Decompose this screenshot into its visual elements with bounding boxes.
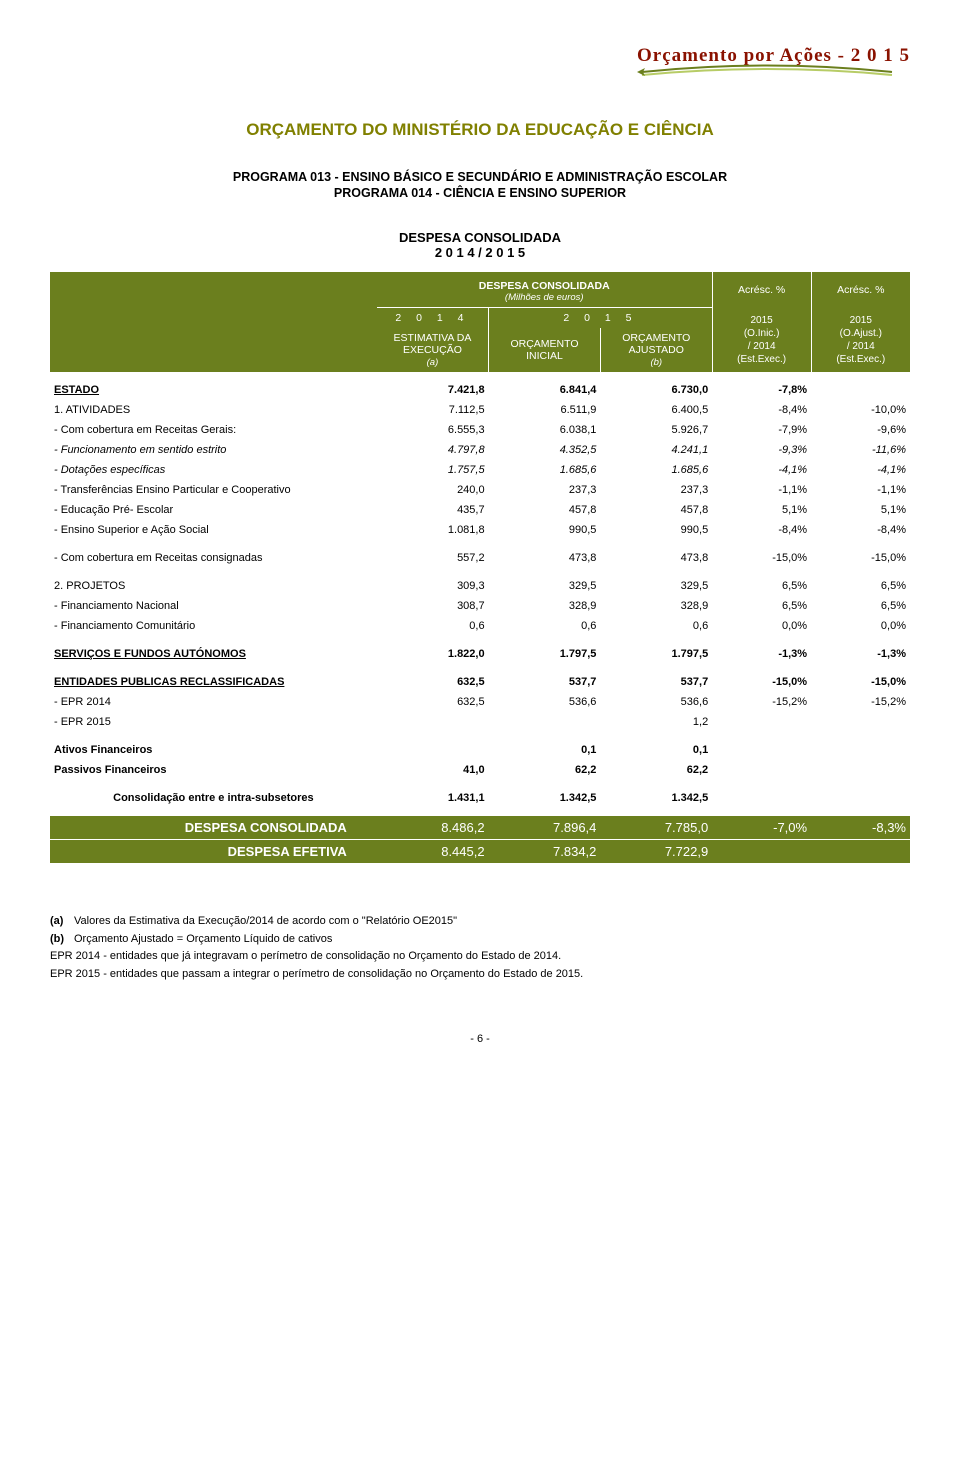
row-cob-consig: - Com cobertura em Receitas consignadas … — [50, 548, 910, 568]
row-epr14: - EPR 2014 632,5 536,6 536,6 -15,2% -15,… — [50, 692, 910, 712]
row-ens-sup: - Ensino Superior e Ação Social 1.081,8 … — [50, 520, 910, 540]
row-dotacoes: - Dotações específicas 1.757,5 1.685,6 1… — [50, 460, 910, 480]
row-epr15: - EPR 2015 1,2 — [50, 712, 910, 732]
row-tot-efetiva: DESPESA EFETIVA 8.445,2 7.834,2 7.722,9 — [50, 840, 910, 864]
row-epr: ENTIDADES PUBLICAS RECLASSIFICADAS 632,5… — [50, 672, 910, 692]
th-col2: ORÇAMENTO INICIAL — [489, 328, 601, 372]
page-number: - 6 - — [50, 1033, 910, 1045]
th-acresc1: Acrésc. % — [712, 272, 811, 308]
row-estado: ESTADO 7.421,8 6.841,4 6.730,0 -7,8% — [50, 380, 910, 400]
subtitle-line1: PROGRAMA 013 - ENSINO BÁSICO E SECUNDÁRI… — [50, 170, 910, 184]
row-ativos: Ativos Financeiros 0,1 0,1 — [50, 740, 910, 760]
row-fin-nac: - Financiamento Nacional 308,7 328,9 328… — [50, 596, 910, 616]
th-consol: DESPESA CONSOLIDADA (Milhões de euros) — [377, 272, 712, 308]
th-growth2: 2015 (O.Ajust.) / 2014 (Est.Exec.) — [811, 308, 910, 373]
main-title: ORÇAMENTO DO MINISTÉRIO DA EDUCAÇÃO E CI… — [50, 120, 910, 140]
budget-table: DESPESA CONSOLIDADA (Milhões de euros) A… — [50, 272, 910, 863]
row-projetos: 2. PROJETOS 309,3 329,5 329,5 6,5% 6,5% — [50, 576, 910, 596]
subtitle-line2: PROGRAMA 014 - CIÊNCIA E ENSINO SUPERIOR — [50, 186, 910, 200]
th-col3: ORÇAMENTO AJUSTADO (b) — [600, 328, 712, 372]
row-sfa: SERVIÇOS E FUNDOS AUTÓNOMOS 1.822,0 1.79… — [50, 644, 910, 664]
section-title: DESPESA CONSOLIDADA 2 0 1 4 / 2 0 1 5 — [50, 230, 910, 260]
row-atividades: 1. ATIVIDADES 7.112,5 6.511,9 6.400,5 -8… — [50, 400, 910, 420]
row-fin-com: - Financiamento Comunitário 0,6 0,6 0,6 … — [50, 616, 910, 636]
th-2015: 2 0 1 5 — [489, 308, 713, 329]
row-passivos: Passivos Financeiros 41,0 62,2 62,2 — [50, 760, 910, 780]
row-tot-consol: DESPESA CONSOLIDADA 8.486,2 7.896,4 7.78… — [50, 816, 910, 840]
page-header: Orçamento por Ações - 2 0 1 5 — [0, 40, 960, 100]
brand-title: Orçamento por Ações - 2 0 1 5 — [637, 45, 910, 66]
row-transf: - Transferências Ensino Particular e Coo… — [50, 480, 910, 500]
th-growth1: 2015 (O.Inic.) / 2014 (Est.Exec.) — [712, 308, 811, 373]
th-col1: ESTIMATIVA DA EXECUÇÃO (a) — [377, 328, 489, 372]
footnotes: (a)Valores da Estimativa da Execução/201… — [50, 913, 910, 983]
th-empty — [50, 272, 377, 372]
th-acresc2: Acrésc. % — [811, 272, 910, 308]
row-cob-gerais: - Com cobertura em Receitas Gerais: 6.55… — [50, 420, 910, 440]
th-2014: 2 0 1 4 — [377, 308, 489, 329]
row-func-estrito: - Funcionamento em sentido estrito 4.797… — [50, 440, 910, 460]
row-pre-escolar: - Educação Pré- Escolar 435,7 457,8 457,… — [50, 500, 910, 520]
row-consol: Consolidação entre e intra-subsetores 1.… — [50, 788, 910, 808]
